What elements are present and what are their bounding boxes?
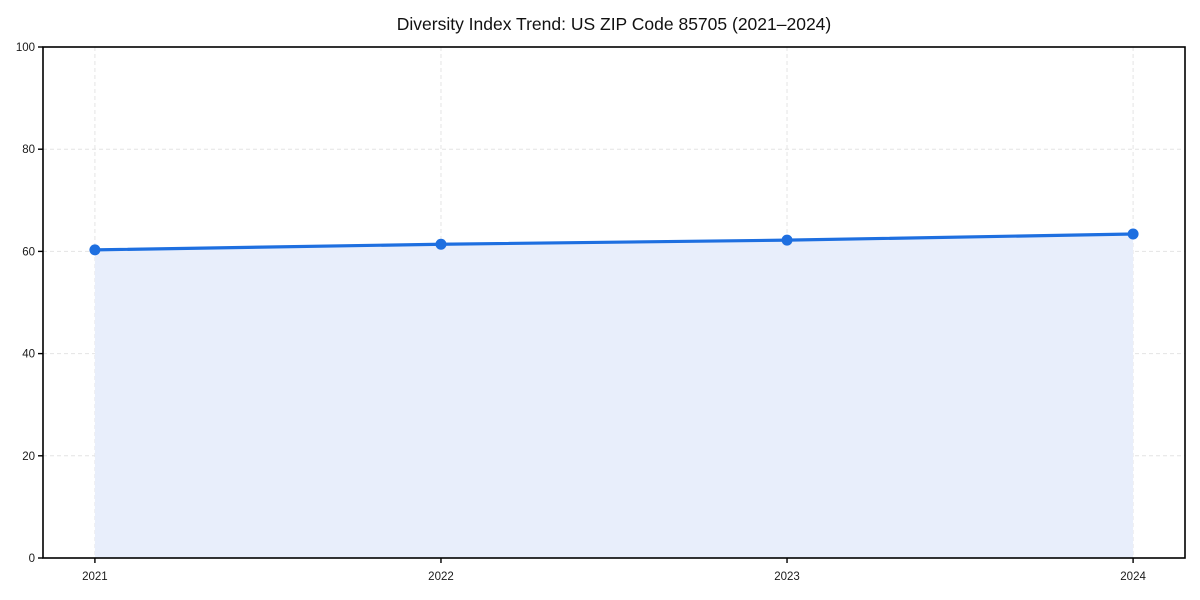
- y-tick-label: 20: [22, 451, 35, 463]
- y-tick-label: 60: [22, 246, 35, 258]
- data-point-marker: [435, 238, 447, 250]
- data-point-marker: [1127, 228, 1139, 240]
- y-tick-label: 80: [22, 144, 35, 156]
- data-point-marker: [89, 244, 101, 256]
- y-tick-label: 0: [29, 553, 35, 565]
- x-tick-label: 2023: [774, 571, 800, 583]
- area-fill: [94, 234, 1134, 558]
- x-tick-label: 2024: [1120, 571, 1146, 583]
- plot-border: [42, 46, 1186, 559]
- y-tick-label: 100: [16, 42, 35, 54]
- data-point-marker: [781, 234, 793, 246]
- chart-title: Diversity Index Trend: US ZIP Code 85705…: [397, 14, 832, 34]
- y-tick-label: 40: [22, 349, 35, 361]
- x-tick-label: 2021: [82, 571, 108, 583]
- x-tick-label: 2022: [428, 571, 454, 583]
- trend-line: [93, 232, 1135, 252]
